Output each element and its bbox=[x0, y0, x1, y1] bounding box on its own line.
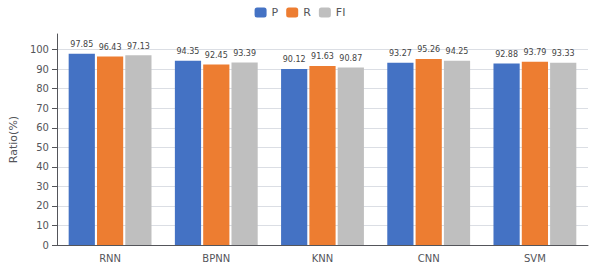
svg-text:96.43: 96.43 bbox=[99, 43, 122, 52]
svg-text:0: 0 bbox=[43, 240, 49, 251]
svg-text:80: 80 bbox=[36, 83, 49, 94]
svg-text:93.39: 93.39 bbox=[233, 49, 256, 58]
svg-text:92.88: 92.88 bbox=[495, 50, 518, 59]
svg-text:P: P bbox=[272, 6, 279, 19]
svg-text:40: 40 bbox=[36, 161, 49, 172]
svg-text:FI: FI bbox=[336, 6, 346, 19]
svg-text:10: 10 bbox=[36, 220, 49, 231]
svg-text:70: 70 bbox=[36, 103, 49, 114]
svg-text:R: R bbox=[303, 6, 311, 19]
svg-text:RNN: RNN bbox=[99, 253, 121, 264]
svg-text:93.79: 93.79 bbox=[523, 48, 546, 57]
svg-text:Ratio(%): Ratio(%) bbox=[7, 116, 20, 163]
svg-text:20: 20 bbox=[36, 200, 49, 211]
svg-text:100: 100 bbox=[30, 44, 49, 55]
svg-text:97.13: 97.13 bbox=[127, 42, 150, 51]
svg-text:91.63: 91.63 bbox=[311, 52, 334, 61]
svg-text:94.25: 94.25 bbox=[446, 47, 469, 56]
svg-text:30: 30 bbox=[36, 181, 49, 192]
svg-text:50: 50 bbox=[36, 142, 49, 153]
svg-text:60: 60 bbox=[36, 122, 49, 133]
svg-text:97.85: 97.85 bbox=[70, 40, 93, 49]
svg-text:90.12: 90.12 bbox=[283, 55, 306, 64]
svg-text:93.27: 93.27 bbox=[389, 49, 412, 58]
svg-text:KNN: KNN bbox=[312, 253, 334, 264]
svg-text:92.45: 92.45 bbox=[205, 51, 228, 60]
svg-text:BPNN: BPNN bbox=[202, 253, 230, 264]
svg-text:SVM: SVM bbox=[524, 253, 546, 264]
svg-text:90.87: 90.87 bbox=[339, 54, 362, 63]
svg-text:93.33: 93.33 bbox=[552, 49, 575, 58]
svg-text:90: 90 bbox=[36, 64, 49, 75]
svg-text:95.26: 95.26 bbox=[417, 45, 440, 54]
svg-text:CNN: CNN bbox=[418, 253, 440, 264]
svg-text:94.35: 94.35 bbox=[177, 47, 200, 56]
